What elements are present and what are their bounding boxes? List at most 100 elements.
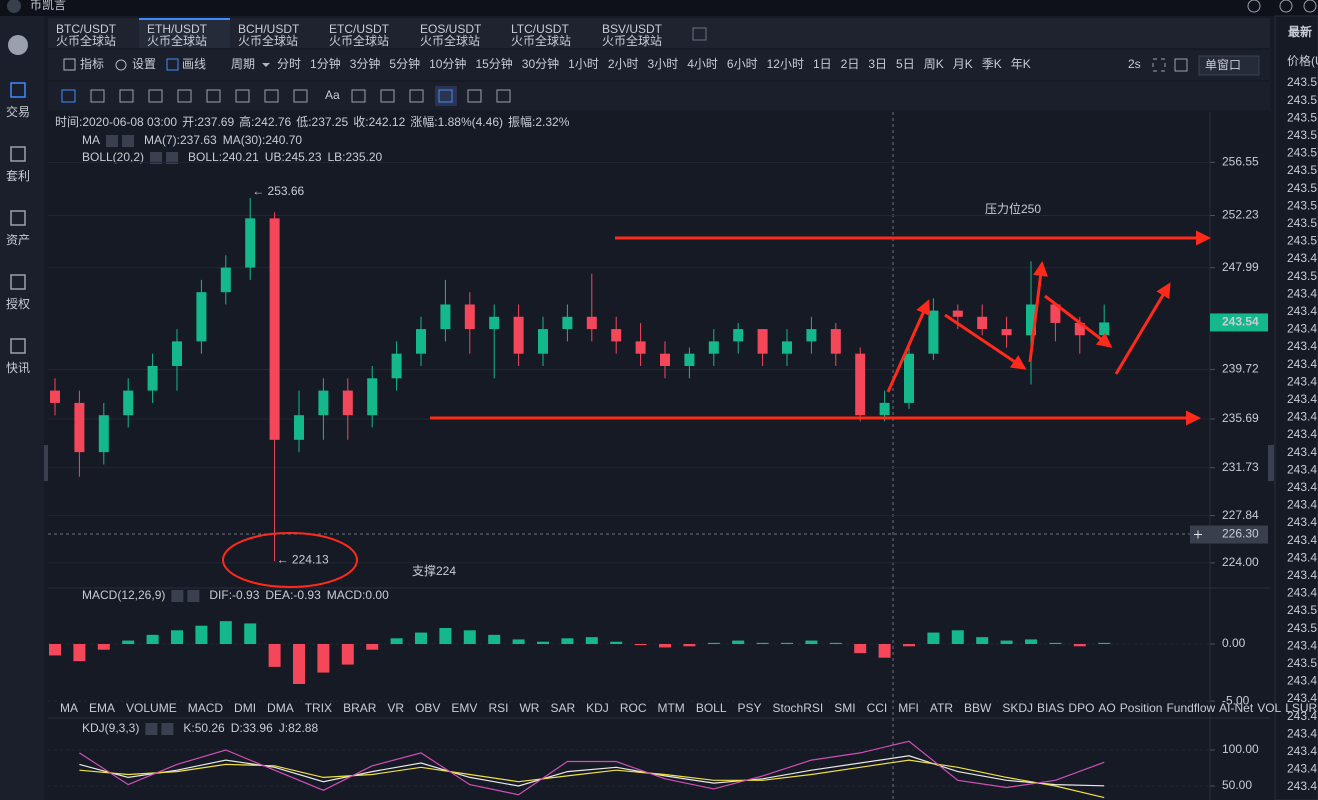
period-button[interactable]: 1日 [813,57,832,71]
period-button[interactable]: 3小时 [648,57,679,71]
tab-pair[interactable]: ETC/USDT [329,22,390,36]
sidebar-icon[interactable] [10,82,26,98]
indicator-tab[interactable]: SKDJ [1002,701,1033,715]
collapse-handle[interactable] [44,445,48,481]
collapse-handle[interactable] [1268,445,1274,481]
sidebar-item[interactable]: 资产 [6,233,30,247]
window-select[interactable] [1198,55,1260,76]
period-button[interactable]: 2日 [841,57,860,71]
font-tool[interactable]: Aa [325,88,340,102]
tab-pair[interactable]: BCH/USDT [238,22,300,36]
legend-icon[interactable] [187,590,200,602]
tab-pair[interactable]: ETH/USDT [147,22,208,36]
tab-pair[interactable]: LTC/USDT [511,22,569,36]
legend-icon[interactable] [166,152,179,164]
refresh-rate[interactable]: 2s [1128,57,1141,71]
tab-pair[interactable]: BSV/USDT [602,22,663,36]
sidebar-item[interactable]: 交易 [6,104,30,119]
legend-icon[interactable] [150,152,163,164]
draw-tool[interactable] [90,89,105,103]
indicator-tab[interactable]: SMI [834,701,855,715]
indicator-tab[interactable]: AO [1098,701,1115,715]
add-tab[interactable] [692,27,707,41]
indicator-tab[interactable]: EMA [89,701,115,715]
indicator-tab[interactable]: StochRSI [773,701,824,715]
toolbar-button[interactable]: 画线 [182,57,206,71]
indicator-tab[interactable]: LSUR [1285,701,1317,715]
legend-icon[interactable] [171,590,184,602]
indicator-tab[interactable]: KDJ [586,701,609,715]
indicator-tab[interactable]: MTM [657,701,684,715]
indicator-tab[interactable]: BRAR [343,701,377,715]
period-button[interactable]: 6小时 [727,57,758,71]
period-button[interactable]: 周K [924,57,944,71]
period-button[interactable]: 1分钟 [310,56,341,71]
indicator-tab[interactable]: VOL [1257,701,1281,715]
indicator-tab[interactable]: AI-Net [1219,701,1254,715]
period-button[interactable]: 5分钟 [389,56,420,71]
draw-tool[interactable] [61,89,76,103]
period-button[interactable]: 年K [1011,57,1031,71]
tab-exchange[interactable]: 火币全球站 [56,33,116,48]
period-button[interactable]: 月K [953,57,973,71]
indicator-tab[interactable]: TRIX [305,701,332,715]
period-button[interactable]: 3日 [868,57,887,71]
period-button[interactable]: 4小时 [687,57,718,71]
indicator-tab[interactable]: ATR [930,701,953,715]
legend-icon[interactable] [106,135,118,147]
draw-tool[interactable] [351,89,366,103]
tab-exchange[interactable]: 火币全球站 [238,33,298,48]
period-label[interactable]: 周期 [231,57,255,71]
indicator-tab[interactable]: PSY [738,701,762,715]
draw-tool[interactable] [148,89,163,103]
period-button[interactable]: 1小时 [568,57,599,71]
sidebar-icon[interactable] [10,210,26,226]
indicator-tab[interactable]: RSI [488,701,508,715]
draw-tool[interactable] [206,89,221,103]
draw-tool[interactable] [438,89,453,103]
period-button[interactable]: 季K [982,57,1002,71]
window-select-label[interactable]: 单窗口 [1205,58,1241,72]
indicator-tab[interactable]: OBV [415,701,440,715]
period-button[interactable]: 30分钟 [522,56,559,71]
sidebar-item[interactable]: 授权 [6,296,30,311]
period-button[interactable]: 15分钟 [475,56,512,71]
settings-icon[interactable] [1303,0,1317,13]
sidebar-icon[interactable] [10,274,26,290]
period-button[interactable]: 3分钟 [350,56,381,71]
toolbar-button[interactable]: 指标 [80,56,104,71]
draw-tool[interactable] [293,89,308,103]
tab-exchange[interactable]: 火币全球站 [420,33,480,48]
draw-tool[interactable] [496,89,511,103]
indicator-tab[interactable]: BIAS [1037,701,1064,715]
period-button[interactable]: 2小时 [608,57,639,71]
tab-pair[interactable]: EOS/USDT [420,22,482,36]
indicator-tab[interactable]: VR [387,701,404,715]
indicator-tab[interactable]: BBW [964,701,992,715]
period-button[interactable]: 5日 [896,57,915,71]
sidebar-icon[interactable] [10,338,26,354]
indicator-tab[interactable]: MFI [898,701,919,715]
indicator-tab[interactable]: ROC [620,701,647,715]
tab-exchange[interactable]: 火币全球站 [602,33,662,48]
sidebar-icon[interactable] [10,146,26,162]
draw-tool[interactable] [119,89,134,103]
indicator-tab[interactable]: SAR [550,701,575,715]
tab-exchange[interactable]: 火币全球站 [511,33,571,48]
indicator-tab[interactable]: WR [519,701,539,715]
draw-tool[interactable] [409,89,424,103]
sidebar-item[interactable]: 快讯 [6,361,30,375]
indicator-tab[interactable]: CCI [867,701,888,715]
legend-icon[interactable] [145,723,158,735]
indicator-tab[interactable]: MA [60,701,78,715]
sidebar-item[interactable]: 套利 [6,169,30,183]
draw-tool[interactable] [467,89,482,103]
legend-icon[interactable] [122,135,134,147]
screenshot-icon[interactable] [1174,58,1188,72]
bell-icon[interactable] [1247,0,1261,13]
tab-exchange[interactable]: 火币全球站 [147,33,207,48]
indicator-tab[interactable]: BOLL [696,701,727,715]
tab-exchange[interactable]: 火币全球站 [329,33,389,48]
fullscreen-icon[interactable] [1152,58,1166,72]
indicator-tab[interactable]: EMV [451,701,477,715]
